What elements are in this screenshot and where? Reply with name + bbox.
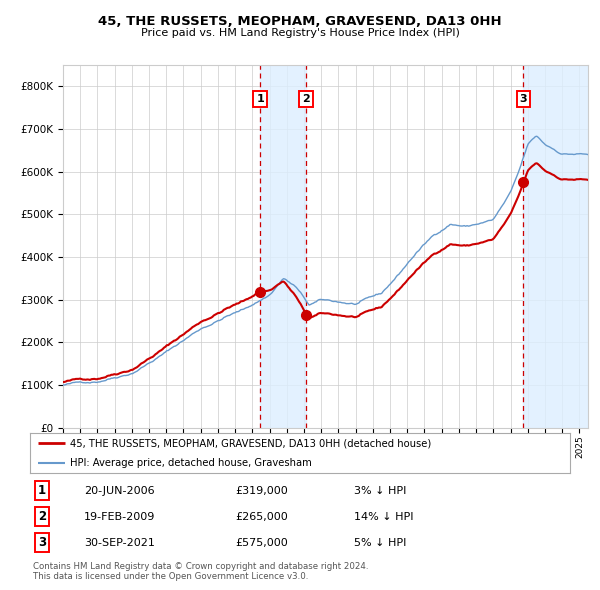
Text: £265,000: £265,000 [235, 512, 288, 522]
Text: 14% ↓ HPI: 14% ↓ HPI [354, 512, 413, 522]
Text: Contains HM Land Registry data © Crown copyright and database right 2024.
This d: Contains HM Land Registry data © Crown c… [33, 562, 368, 581]
Bar [523, 65, 588, 428]
Text: 5% ↓ HPI: 5% ↓ HPI [354, 538, 406, 548]
Text: 45, THE RUSSETS, MEOPHAM, GRAVESEND, DA13 0HH: 45, THE RUSSETS, MEOPHAM, GRAVESEND, DA1… [98, 15, 502, 28]
Text: 45, THE RUSSETS, MEOPHAM, GRAVESEND, DA13 0HH (detached house): 45, THE RUSSETS, MEOPHAM, GRAVESEND, DA1… [71, 438, 432, 448]
Text: 1: 1 [257, 94, 265, 104]
Text: 2: 2 [302, 94, 310, 104]
Text: £319,000: £319,000 [235, 486, 288, 496]
Text: 30-SEP-2021: 30-SEP-2021 [84, 538, 155, 548]
Text: 20-JUN-2006: 20-JUN-2006 [84, 486, 155, 496]
Text: 3% ↓ HPI: 3% ↓ HPI [354, 486, 406, 496]
Text: 19-FEB-2009: 19-FEB-2009 [84, 512, 155, 522]
Bar [260, 65, 306, 428]
Text: 3: 3 [38, 536, 46, 549]
Text: 2: 2 [38, 510, 46, 523]
Text: £575,000: £575,000 [235, 538, 288, 548]
Text: Price paid vs. HM Land Registry's House Price Index (HPI): Price paid vs. HM Land Registry's House … [140, 28, 460, 38]
Text: 1: 1 [38, 484, 46, 497]
Text: 3: 3 [520, 94, 527, 104]
Text: HPI: Average price, detached house, Gravesham: HPI: Average price, detached house, Grav… [71, 458, 312, 468]
